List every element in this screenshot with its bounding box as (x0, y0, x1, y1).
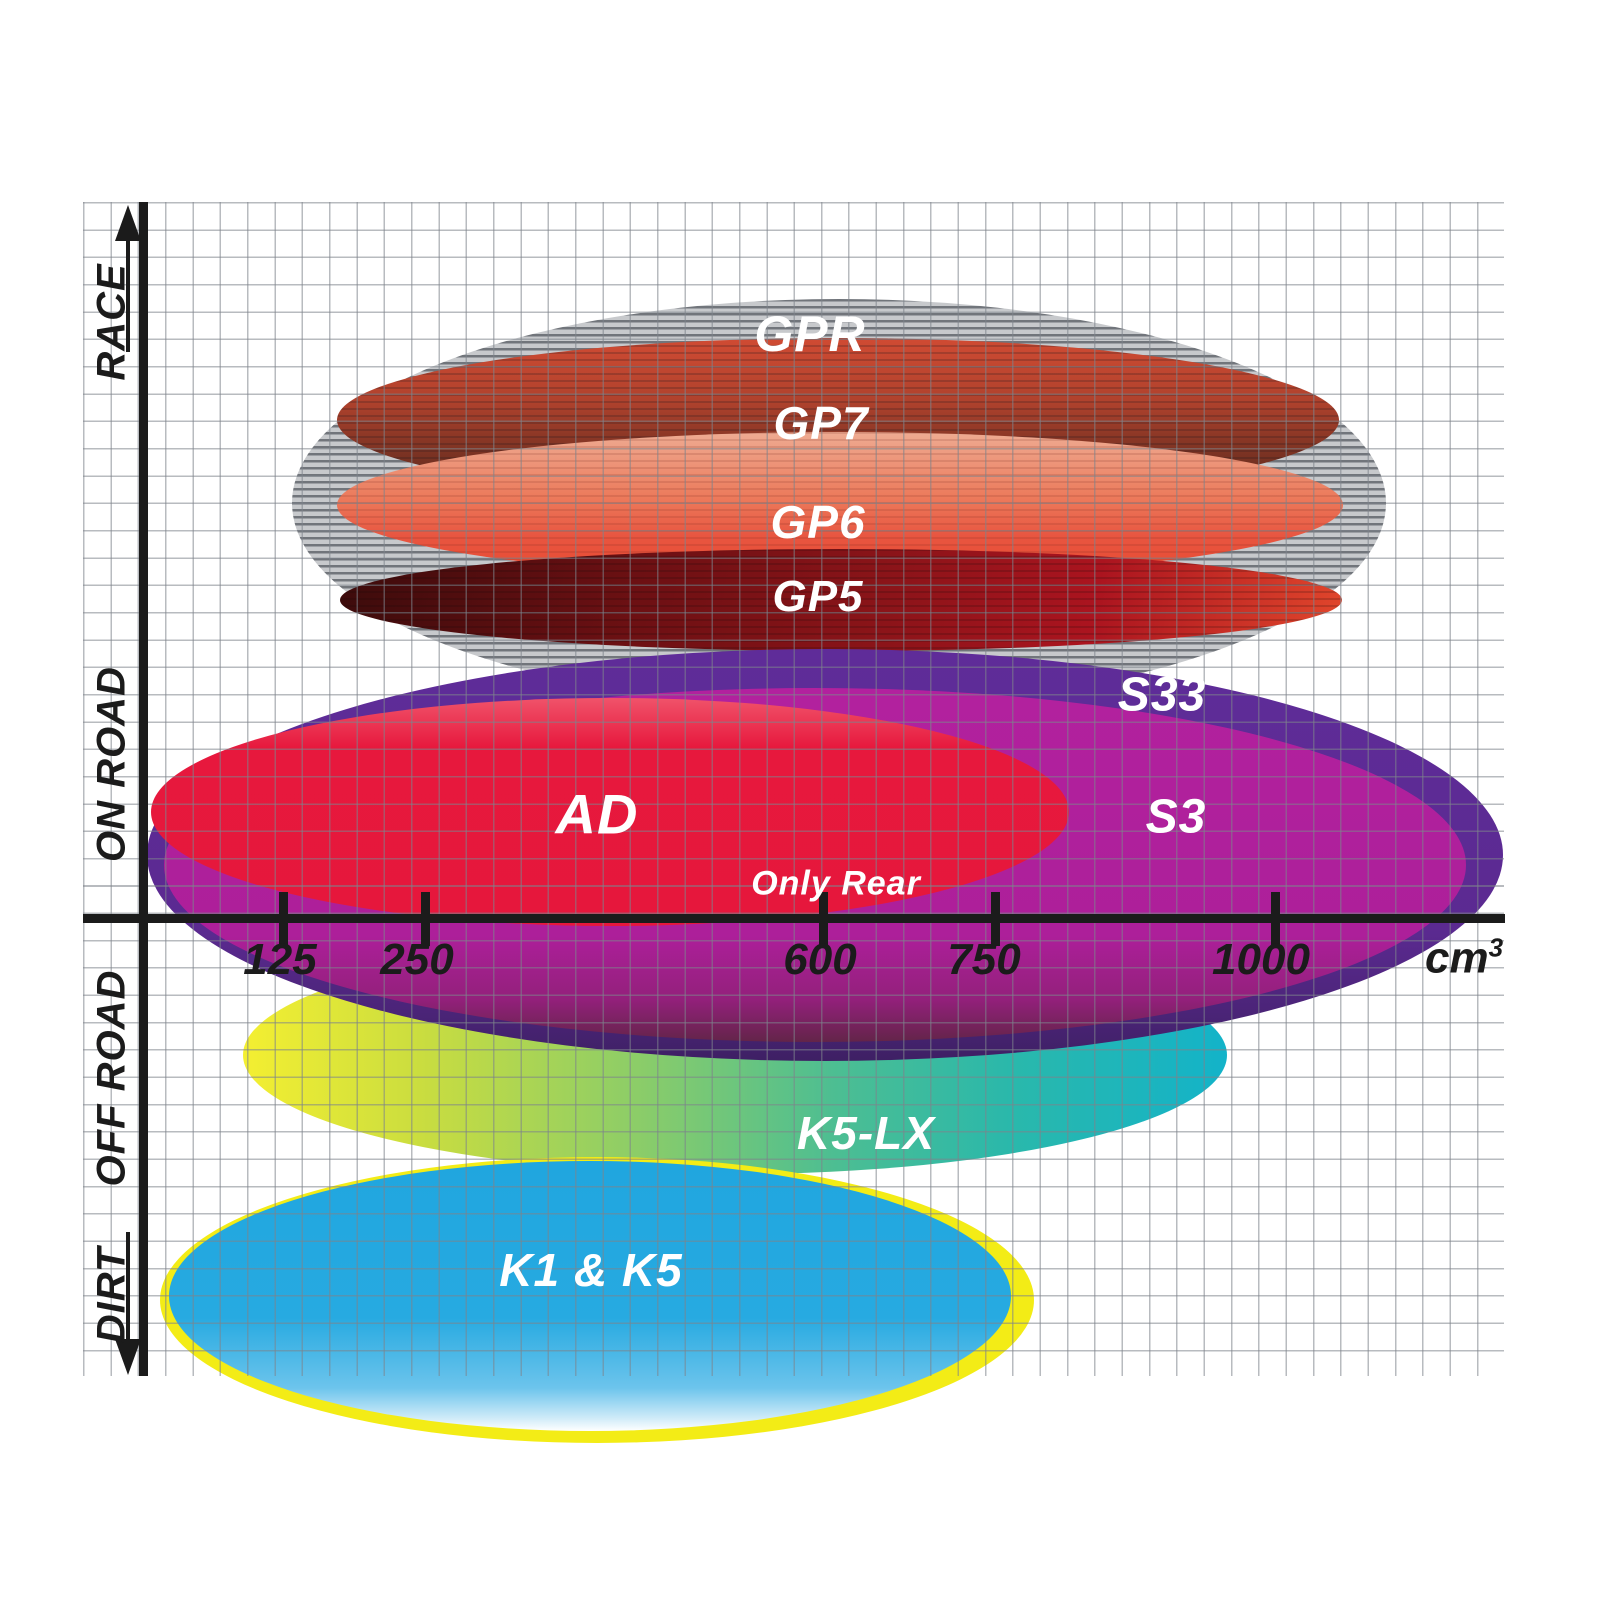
unit-text: cm (1424, 933, 1489, 983)
x-axis-unit: cm3 (1425, 933, 1503, 984)
x-axis-line (83, 914, 1505, 923)
compound-label-ad: AD (555, 782, 639, 846)
compound-label-gp5: GP5 (772, 572, 864, 621)
compound-label-gp6: GP6 (770, 496, 866, 548)
zone-arrow-up-icon (115, 205, 141, 241)
x-tick-label-250: 250 (380, 935, 454, 984)
compound-label-gpr: GPR (754, 306, 866, 362)
compound-label-gp7: GP7 (773, 397, 869, 449)
x-tick-label-1000: 1000 (1212, 935, 1310, 984)
unit-superscript: 3 (1488, 932, 1504, 963)
x-tick-label-125: 125 (243, 935, 317, 984)
compound-label-k1k5: K1 & K5 (499, 1244, 683, 1296)
compound-note-ad: Only Rear (751, 864, 921, 903)
zone-label-dirt: DIRT (89, 1246, 134, 1344)
zone-label-race: RACE (89, 263, 134, 381)
y-axis-line (139, 202, 148, 1376)
compound-label-k5lx: K5-LX (797, 1107, 935, 1159)
zone-arrow-down-icon (115, 1339, 141, 1375)
compound-label-s3: S3 (1145, 790, 1207, 844)
compound-label-s33: S33 (1117, 668, 1207, 722)
zone-label-off-road: OFF ROAD (89, 969, 134, 1187)
x-tick-label-750: 750 (947, 935, 1021, 984)
x-tick-label-600: 600 (783, 935, 857, 984)
zone-label-on-road: ON ROAD (89, 666, 134, 862)
